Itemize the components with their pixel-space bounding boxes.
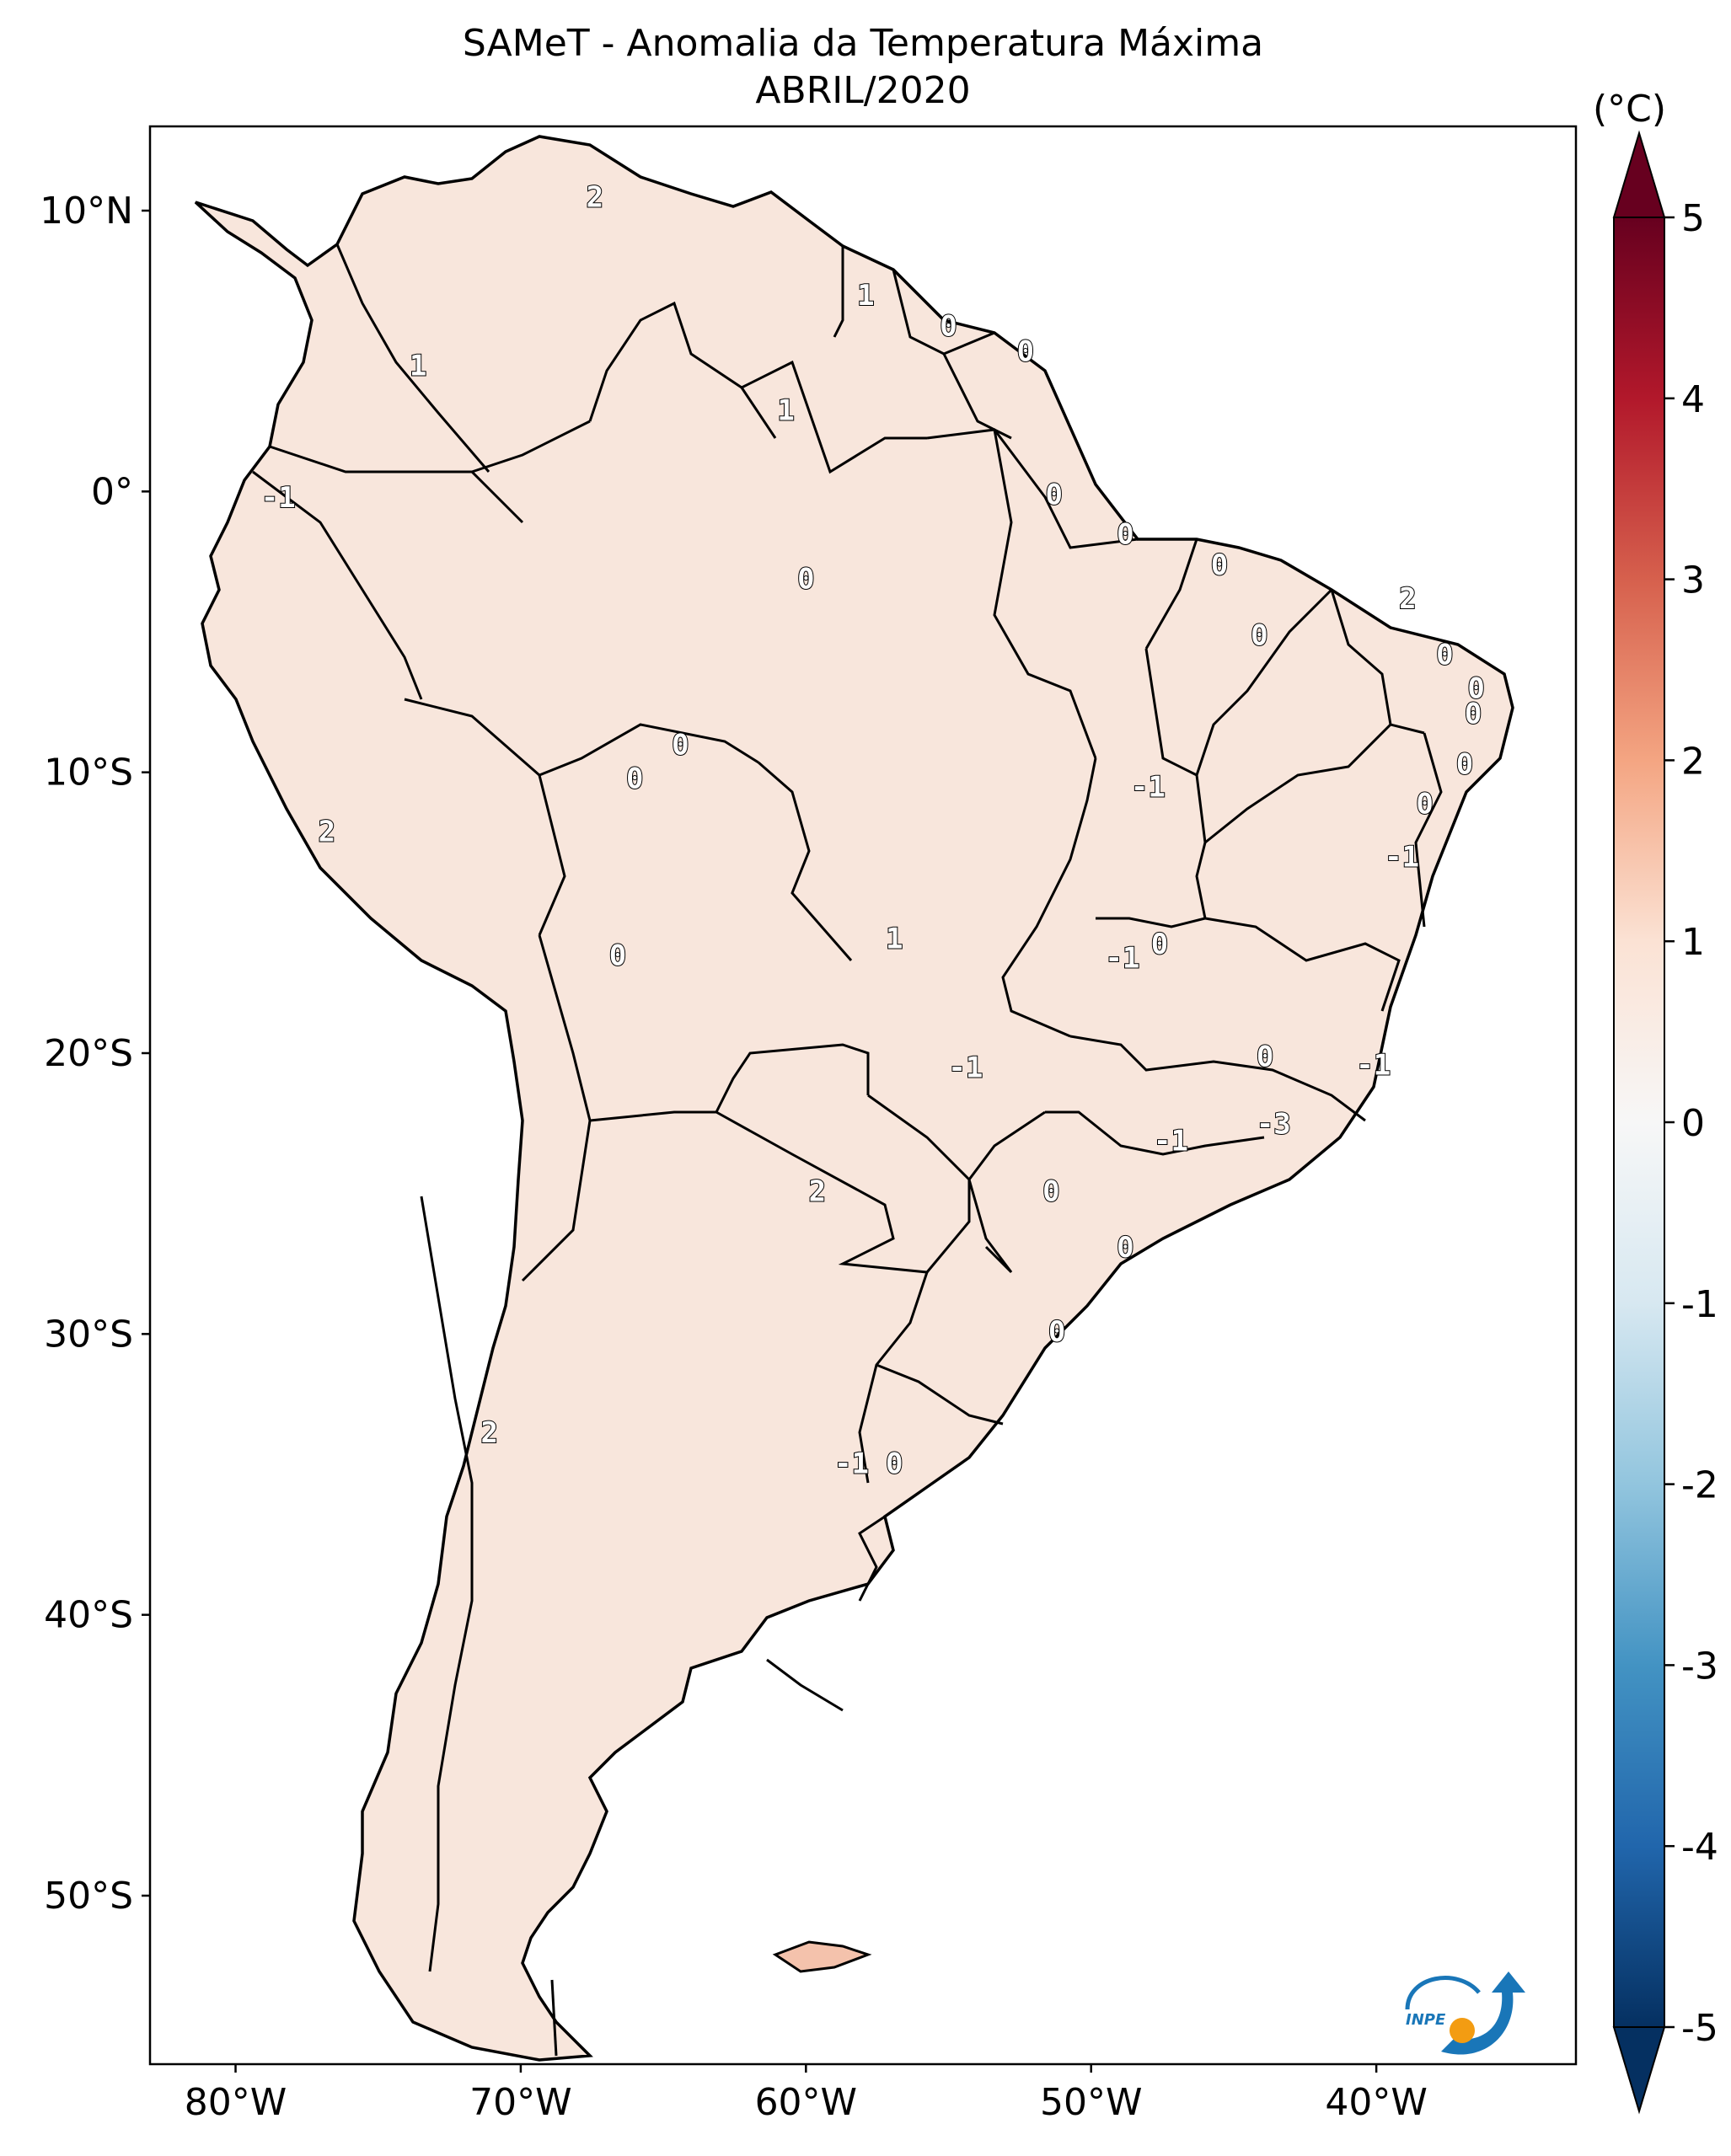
contour-label: 2 <box>587 180 603 214</box>
contour-label: 1 <box>410 349 426 383</box>
colorbar-tick-label: 1 <box>1681 921 1705 964</box>
colorbar-ticks: 5 4 3 2 1 0 -1 -2 -3 -4 -5 <box>1664 197 1718 2050</box>
contour-label: -1 <box>948 1051 983 1085</box>
country-borders <box>252 243 1443 2057</box>
colorbar-tick-label: -3 <box>1681 1645 1718 1688</box>
contour-label: 0 <box>1257 1040 1273 1073</box>
map-title: SAMeT - Anomalia da Temperatura Máxima <box>462 22 1264 65</box>
contour-label: -3 <box>1257 1107 1291 1141</box>
colorbar: 5 4 3 2 1 0 -1 -2 -3 -4 -5 <box>1612 130 1718 2115</box>
colorbar-unit-label: (°C) <box>1593 88 1667 131</box>
contour-label: 2 <box>1399 582 1416 616</box>
contour-label: 1 <box>857 279 874 313</box>
contour-label: 0 <box>626 762 643 795</box>
lat-tick-label: 50°S <box>44 1875 133 1918</box>
lat-tick-label: 20°S <box>44 1032 133 1075</box>
inpe-logo-text: INPE <box>1406 2011 1446 2029</box>
lat-tick-label: 40°S <box>44 1594 133 1637</box>
lat-tick-label: 10°S <box>44 752 133 794</box>
colorbar-tick-label: -5 <box>1681 2007 1718 2050</box>
contour-label: -1 <box>834 1447 869 1481</box>
lat-tick-label: 10°N <box>40 190 133 233</box>
contour-label: 0 <box>1211 548 1228 582</box>
colorbar-min-extension <box>1612 2026 1666 2115</box>
lon-tick-label: 60°W <box>755 2081 858 2124</box>
contour-label: 2 <box>319 816 335 849</box>
colorbar-tick-label: -4 <box>1681 1826 1718 1869</box>
lat-tick-label: 0° <box>91 470 133 513</box>
lon-tick-label: 50°W <box>1040 2081 1143 2124</box>
contour-label: 0 <box>1465 698 1482 731</box>
colorbar-max-extension <box>1612 130 1666 218</box>
contour-label: 0 <box>1048 1315 1065 1349</box>
contour-label: 0 <box>1042 1174 1059 1208</box>
inpe-logo: INPE <box>1405 1971 1525 2055</box>
contour-label: 0 <box>1151 928 1168 961</box>
contour-label: -1 <box>1154 1124 1188 1158</box>
contour-label: 0 <box>1045 479 1062 512</box>
colorbar-tick-label: 4 <box>1681 378 1705 421</box>
colorbar-tick-label: -2 <box>1681 1464 1718 1507</box>
contour-label: 0 <box>1416 787 1433 821</box>
lon-tick-label: 40°W <box>1325 2081 1428 2124</box>
colorbar-tick-label: 5 <box>1681 197 1705 240</box>
contour-label: -1 <box>1131 770 1166 804</box>
contour-label: 0 <box>1456 748 1473 782</box>
lat-tick-label: 30°S <box>44 1313 133 1356</box>
contour-label: 0 <box>1017 335 1034 369</box>
colorbar-tick-label: -1 <box>1681 1283 1718 1326</box>
latitude-ticks: 10°N 0° 10°S 20°S 30°S 40°S 50°S <box>40 190 150 1918</box>
lon-tick-label: 70°W <box>469 2081 572 2124</box>
colorbar-tick-label: 0 <box>1681 1102 1705 1145</box>
contour-label: -1 <box>261 481 296 515</box>
contour-label: 0 <box>1117 517 1133 551</box>
contour-label: 0 <box>886 1447 903 1481</box>
contour-label: 1 <box>886 922 903 955</box>
contour-label: 2 <box>480 1416 497 1450</box>
contour-label: 0 <box>1251 618 1267 652</box>
map-frame <box>148 125 1578 2066</box>
contour-label: 0 <box>1436 639 1453 672</box>
contour-label: 0 <box>797 563 814 597</box>
contour-label: -1 <box>1356 1048 1391 1082</box>
contour-label: 0 <box>1467 672 1484 706</box>
contour-label: -1 <box>1385 841 1419 875</box>
contour-label: 0 <box>1117 1231 1133 1265</box>
falkland-islands <box>772 1940 872 1973</box>
coastline <box>194 135 1514 2062</box>
colorbar-tick-label: 2 <box>1681 740 1705 783</box>
contour-label: 0 <box>672 728 689 762</box>
longitude-ticks: 80°W 70°W 60°W 50°W 40°W <box>185 2064 1428 2124</box>
colorbar-tick-label: 3 <box>1681 559 1705 602</box>
colorbar-gradient <box>1613 217 1665 2028</box>
contour-label: 0 <box>940 310 957 344</box>
contour-label: -1 <box>1105 942 1139 976</box>
map-subtitle: ABRIL/2020 <box>755 69 971 112</box>
contour-label: 1 <box>777 394 794 428</box>
lon-tick-label: 80°W <box>185 2081 287 2124</box>
contour-label: 2 <box>809 1174 826 1208</box>
contour-label: 0 <box>609 939 626 972</box>
